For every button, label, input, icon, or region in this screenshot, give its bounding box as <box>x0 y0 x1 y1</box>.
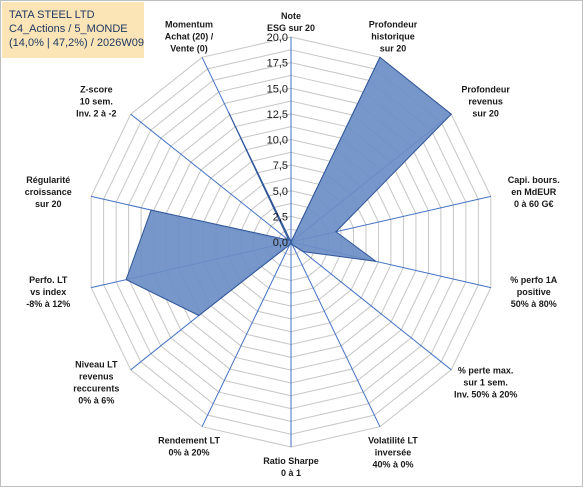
radar-point <box>302 251 304 253</box>
axis-label: Perfo. LT vs index -8% à 12% <box>26 275 70 309</box>
radar-point <box>125 279 127 281</box>
radar-point <box>289 244 291 246</box>
axis-label: Profondeur revenus sur 20 <box>461 85 510 119</box>
radar-point <box>379 56 381 58</box>
radar-spoke <box>290 241 452 371</box>
axis-label: Rendement LT 0% à 20% <box>158 436 220 458</box>
radar-point <box>375 260 377 262</box>
radar-point <box>290 241 292 243</box>
radar-axis-labels: Note ESG sur 20 Profondeur historique sur 20… <box>25 11 560 478</box>
axis-label: % perfo 1A positive 50% à 80% <box>510 275 558 309</box>
axis-label: Capi. bours. en MdEUR 0 à 60 G€ <box>508 175 560 209</box>
tick-label: 2,5 <box>273 211 288 223</box>
radar-spoke <box>290 241 381 427</box>
radar-point <box>335 231 337 233</box>
tick-label: 5,0 <box>273 186 288 198</box>
axis-label: Profondeur historique sur 20 <box>369 19 418 53</box>
radar-point <box>150 209 152 211</box>
axis-label: Niveau LT revenus reccurents 0% à 6% <box>73 359 119 405</box>
axis-label: Ratio Sharpe 0 à 1 <box>263 456 319 478</box>
chart-title-box: TATA STEEL LTD C4_Actions / 5_MONDE (14,… <box>2 2 144 58</box>
radar-area <box>125 56 453 317</box>
radar-point <box>288 239 290 241</box>
radar-spoke <box>201 241 292 427</box>
radar-spoke <box>130 113 292 243</box>
axis-label: Note ESG sur 20 <box>267 11 315 33</box>
axis-label: Z-score 10 sem. Inv. 2 à -2 <box>76 85 116 119</box>
title-line-1: TATA STEEL LTD <box>9 9 95 21</box>
axis-label: Momentum Achat (20) / Vente (0) <box>165 19 214 53</box>
axis-label: % perte max. sur 1 sem. Inv. 50% à 20% <box>454 365 517 399</box>
tick-label: 10,0 <box>267 135 288 147</box>
title-line-3: (14,0% | 47,2%) / 2026W09 <box>9 37 144 49</box>
title-line-2: C4_Actions / 5_MONDE <box>9 23 128 35</box>
radar-point <box>291 244 293 246</box>
tick-label: 20,0 <box>267 32 288 44</box>
tick-label: 17,5 <box>267 58 288 70</box>
axis-label: Volatilité LT inversée 40% à 0% <box>368 436 418 470</box>
tick-label: 0,0 <box>273 237 288 249</box>
radar-point <box>228 112 230 114</box>
tick-label: 15,0 <box>267 83 288 95</box>
tick-label: 7,5 <box>273 160 288 172</box>
radar-point <box>198 314 200 316</box>
radar-point <box>450 113 452 115</box>
axis-label: Régularité croissance sur 20 <box>25 175 72 209</box>
radar-tick-labels: 0,0 2,5 5,0 7,5 10,0 12,5 15,0 17,5 20,0 <box>267 32 288 249</box>
tick-label: 12,5 <box>267 109 288 121</box>
